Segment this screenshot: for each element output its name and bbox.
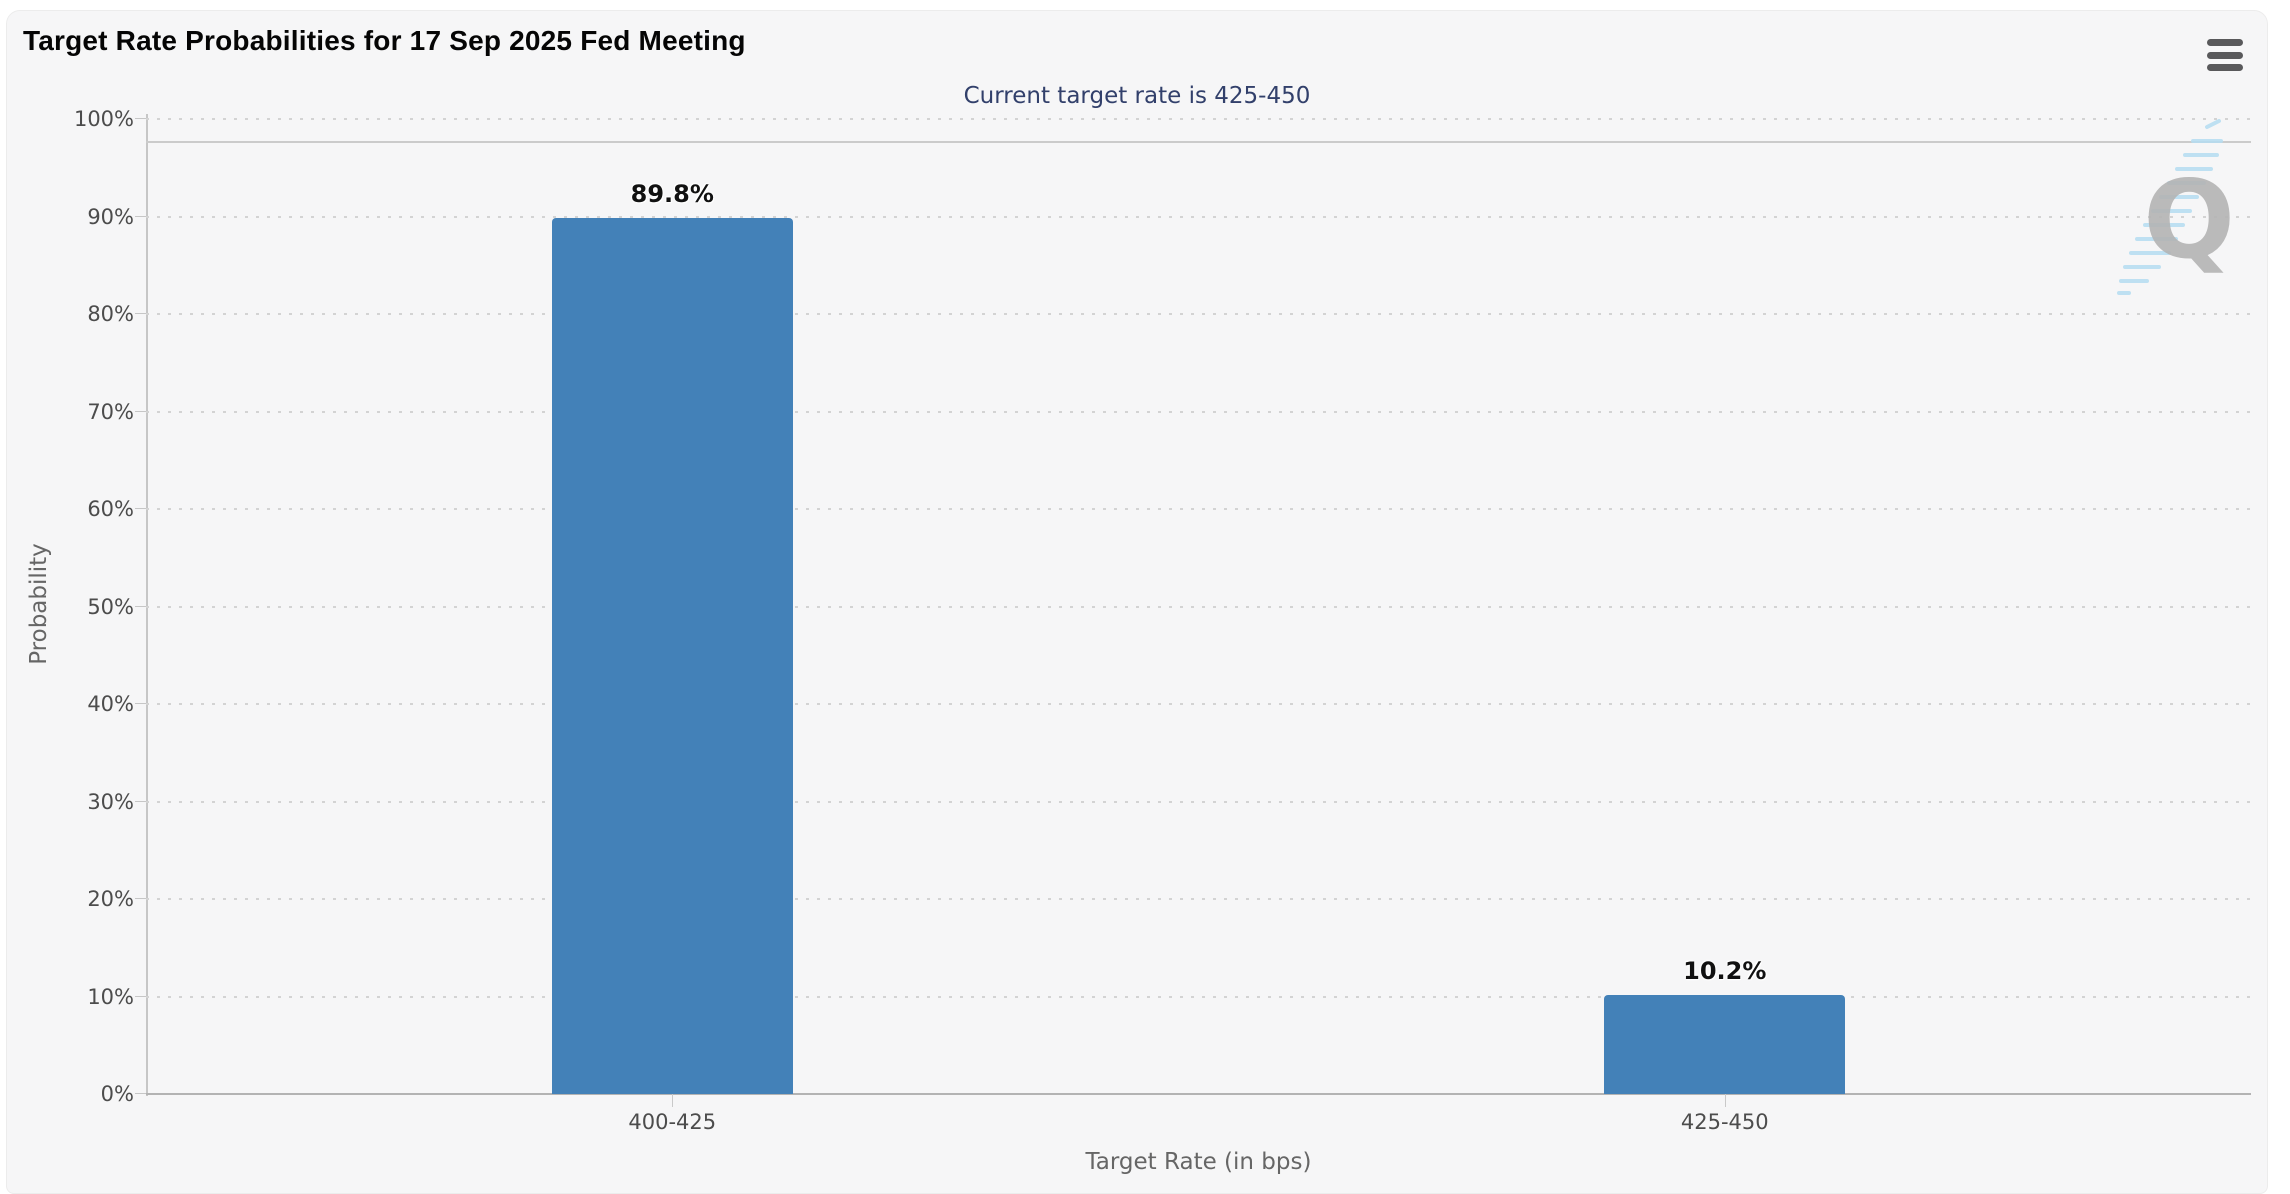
y-tick-mark bbox=[135, 898, 146, 899]
x-tick-mark bbox=[672, 1094, 674, 1107]
y-gridline bbox=[146, 800, 2251, 803]
x-axis-title: Target Rate (in bps) bbox=[1085, 1149, 1312, 1175]
probability-bar[interactable] bbox=[551, 218, 793, 1094]
x-axis-baseline bbox=[146, 1093, 2251, 1095]
hamburger-bar bbox=[2207, 64, 2243, 71]
y-tick-mark bbox=[135, 118, 146, 119]
y-tick-mark bbox=[135, 215, 146, 217]
chart-subtitle: Current target rate is 425-450 bbox=[963, 83, 1311, 109]
bar-data-label: 10.2% bbox=[1683, 956, 1767, 985]
y-gridline bbox=[146, 995, 2251, 998]
probability-bar[interactable] bbox=[1604, 994, 1846, 1094]
y-axis-label: 90% bbox=[87, 204, 134, 229]
y-axis-label: 0% bbox=[100, 1082, 134, 1106]
y-tick-mark bbox=[135, 605, 146, 607]
y-tick-mark bbox=[135, 995, 146, 997]
y-gridline bbox=[146, 508, 2251, 510]
plot-area: 89.8% 400-425 10.2% 425-450 bbox=[135, 114, 2251, 1134]
y-axis-label: 60% bbox=[87, 497, 134, 521]
y-axis-label: 100% bbox=[73, 107, 134, 131]
y-tick-mark bbox=[135, 313, 146, 314]
y-axis-label: 20% bbox=[87, 887, 134, 911]
y-gridline bbox=[146, 605, 2251, 608]
y-tick-mark bbox=[135, 508, 146, 509]
y-axis-label: 10% bbox=[87, 984, 134, 1009]
y-gridline bbox=[146, 410, 2251, 413]
hamburger-icon[interactable] bbox=[2207, 37, 2247, 73]
hamburger-bar bbox=[2207, 39, 2243, 46]
y-tick-mark bbox=[135, 410, 146, 412]
chart-title: Target Rate Probabilities for 17 Sep 202… bbox=[23, 25, 746, 56]
y-tick-mark bbox=[135, 1093, 146, 1094]
bar-data-label: 89.8% bbox=[630, 180, 714, 209]
y-tick-mark bbox=[135, 703, 146, 704]
y-gridline bbox=[146, 313, 2251, 315]
hamburger-bar bbox=[2207, 51, 2243, 59]
reference-line bbox=[146, 141, 2251, 144]
y-gridline bbox=[146, 215, 2251, 218]
y-tick-mark bbox=[135, 800, 146, 802]
y-axis-label: 30% bbox=[87, 789, 134, 814]
y-gridline bbox=[146, 898, 2251, 900]
y-axis-label: 80% bbox=[87, 302, 134, 326]
y-gridline bbox=[146, 118, 2251, 120]
x-tick-mark bbox=[1724, 1094, 1726, 1107]
y-axis-label: 70% bbox=[87, 399, 134, 424]
y-axis-label: 40% bbox=[87, 692, 134, 716]
y-axis-label: 50% bbox=[87, 594, 134, 619]
x-axis-category-label: 400-425 bbox=[628, 1110, 717, 1134]
y-gridline bbox=[146, 703, 2251, 705]
chart-card: Target Rate Probabilities for 17 Sep 202… bbox=[6, 10, 2268, 1194]
y-axis-line bbox=[146, 114, 148, 1096]
x-axis-category-label: 425-450 bbox=[1680, 1110, 1769, 1134]
